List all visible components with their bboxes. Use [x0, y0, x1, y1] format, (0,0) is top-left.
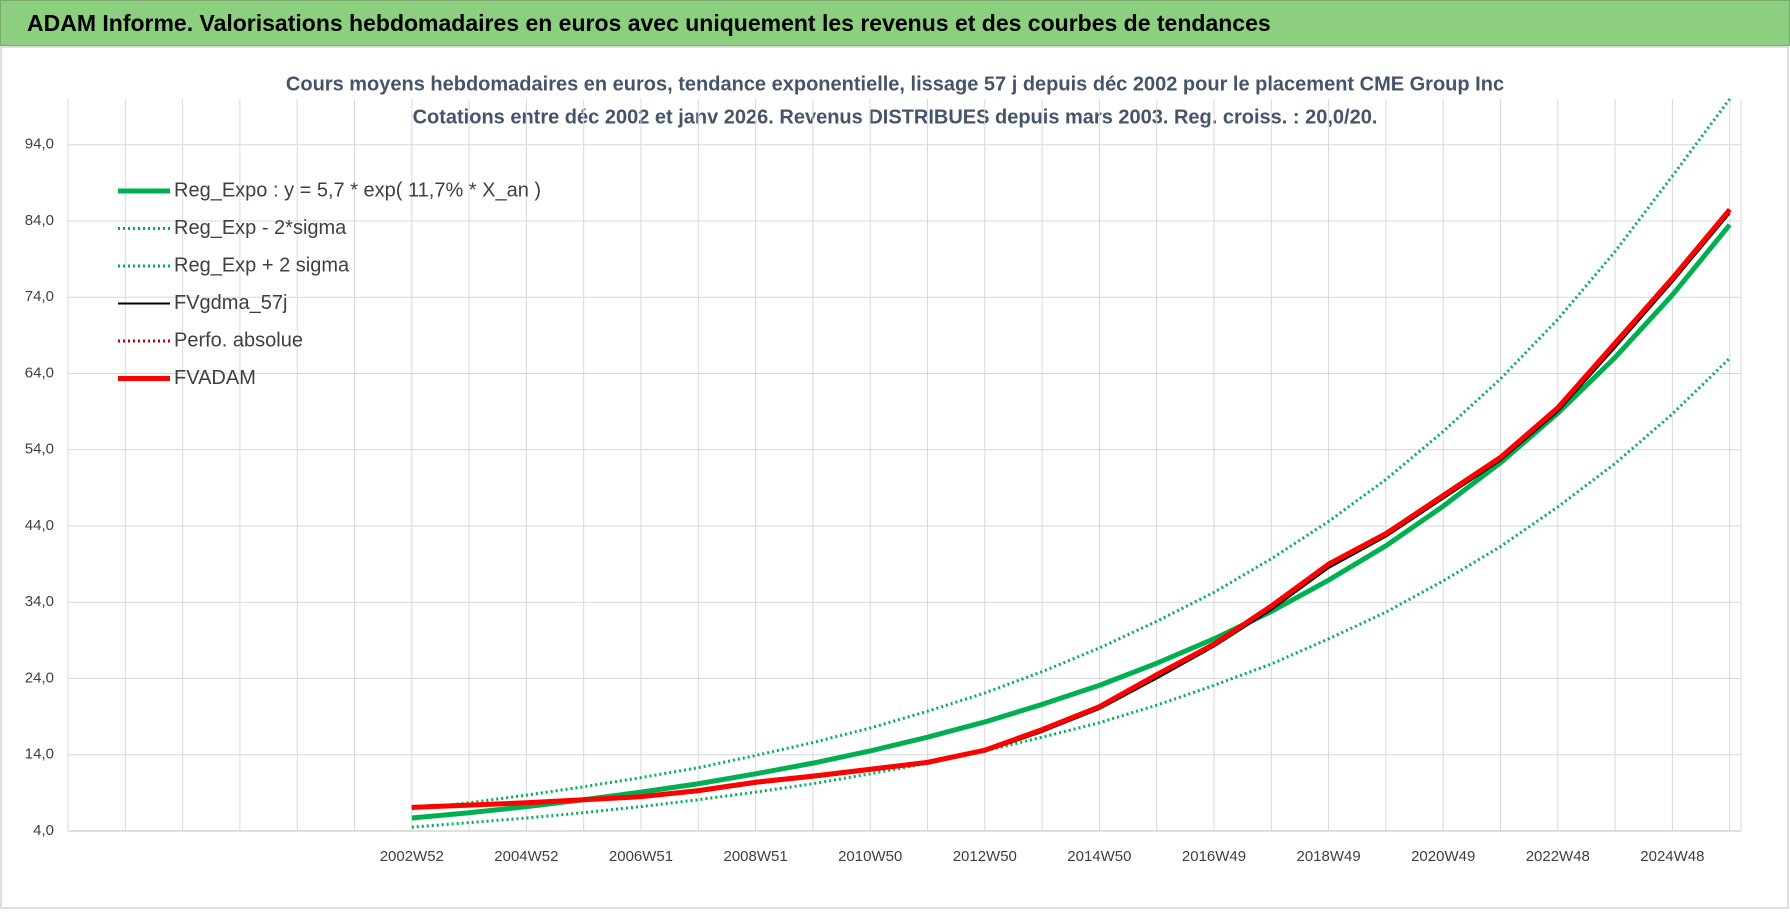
chart: Cours moyens hebdomadaires en euros, ten… — [0, 46, 1789, 909]
legend-label: Perfo. absolue — [174, 329, 303, 351]
y-tick-label: 24,0 — [25, 669, 54, 686]
legend: Reg_Expo : y = 5,7 * exp( 11,7% * X_an )… — [118, 179, 541, 389]
x-tick-label: 2024W48 — [1640, 848, 1704, 865]
x-tick-label: 2004W52 — [494, 848, 558, 865]
page-title: ADAM Informe. Valorisations hebdomadaire… — [27, 10, 1271, 36]
series-line — [411, 357, 1731, 829]
y-tick-label: 4,0 — [33, 822, 54, 839]
y-tick-label: 14,0 — [25, 746, 54, 763]
legend-label: FVADAM — [174, 367, 256, 389]
chart-title: Cours moyens hebdomadaires en euros, ten… — [286, 73, 1504, 95]
series-line — [411, 98, 1731, 811]
x-tick-label: 2002W52 — [380, 848, 444, 865]
legend-label: Reg_Exp + 2 sigma — [174, 254, 350, 276]
legend-label: Reg_Exp - 2*sigma — [174, 217, 347, 239]
x-tick-label: 2006W51 — [609, 848, 673, 865]
x-tick-label: 2008W51 — [723, 848, 787, 865]
x-tick-label: 2022W48 — [1526, 848, 1590, 865]
x-tick-label: 2016W49 — [1182, 848, 1246, 865]
x-tick-label: 2012W50 — [953, 848, 1017, 865]
y-tick-label: 84,0 — [25, 212, 54, 229]
x-tick-label: 2020W49 — [1411, 848, 1475, 865]
lines — [411, 98, 1732, 829]
y-tick-label: 94,0 — [25, 136, 54, 153]
frame — [0, 46, 1789, 909]
chart-subtitle: Cotations entre déc 2002 et janv 2026. R… — [413, 106, 1378, 128]
x-tick-label: 2018W49 — [1296, 848, 1360, 865]
series-line — [411, 223, 1732, 821]
y-tick-label: 44,0 — [25, 517, 54, 534]
grid: 2002W52 2004W52 2006W51 2008W51 2010W50 2012W… — [25, 99, 1742, 865]
series-line — [411, 207, 1732, 810]
y-tick-label: 64,0 — [25, 364, 54, 381]
legend-label: FVgdma_57j — [174, 292, 287, 314]
y-tick-label: 74,0 — [25, 288, 54, 305]
x-tick-label: 2010W50 — [838, 848, 902, 865]
x-tick-label: 2014W50 — [1067, 848, 1131, 865]
y-tick-label: 34,0 — [25, 593, 54, 610]
y-tick-label: 54,0 — [25, 441, 54, 458]
title-bar: ADAM Informe. Valorisations hebdomadaire… — [0, 0, 1790, 46]
legend-label: Reg_Expo : y = 5,7 * exp( 11,7% * X_an ) — [174, 179, 541, 201]
